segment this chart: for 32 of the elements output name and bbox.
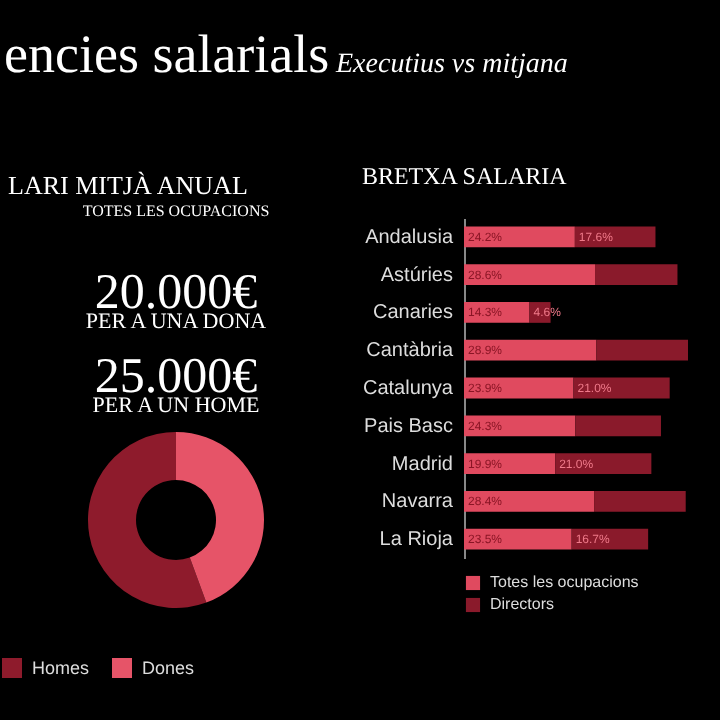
bar [464,339,597,361]
y-tick-label: Catalunya [362,378,454,400]
chart-title: TOTES LES OCUPACIONS [82,202,270,220]
y-tick-label: Madrid [391,453,453,476]
bar [464,453,556,474]
y-tick-label: Cantàbria [366,340,454,363]
legend-label: Totes les ocupacions [490,573,639,591]
donut-slice [88,432,207,608]
bar [464,490,595,512]
bar [464,528,572,550]
y-tick-label: Astúries [380,264,453,287]
text: Executius vs mitjana [334,50,568,80]
legend-label: Directors [490,595,555,613]
donut-slice [176,432,264,603]
y-tick-label: Andalusia [365,226,454,249]
bar [595,264,678,286]
text: LARI MITJÀ ANUAL [8,170,248,200]
text: encies salarials [4,24,330,84]
bar [464,264,596,286]
y-tick-label: La Rioja [379,529,454,552]
legend-label: Homes [32,658,91,678]
bar [555,453,652,474]
bar [594,490,686,512]
y-tick-label: Pais Basc [364,415,453,438]
bar [575,415,661,437]
legend-label: Dones [142,658,196,678]
y-tick-label: Canaries [372,302,453,325]
bar [596,339,688,361]
bar [571,528,649,550]
chart-title: BRETXA SALARIA [361,162,568,190]
y-tick-label: Navarra [381,491,454,514]
bar [464,415,576,437]
